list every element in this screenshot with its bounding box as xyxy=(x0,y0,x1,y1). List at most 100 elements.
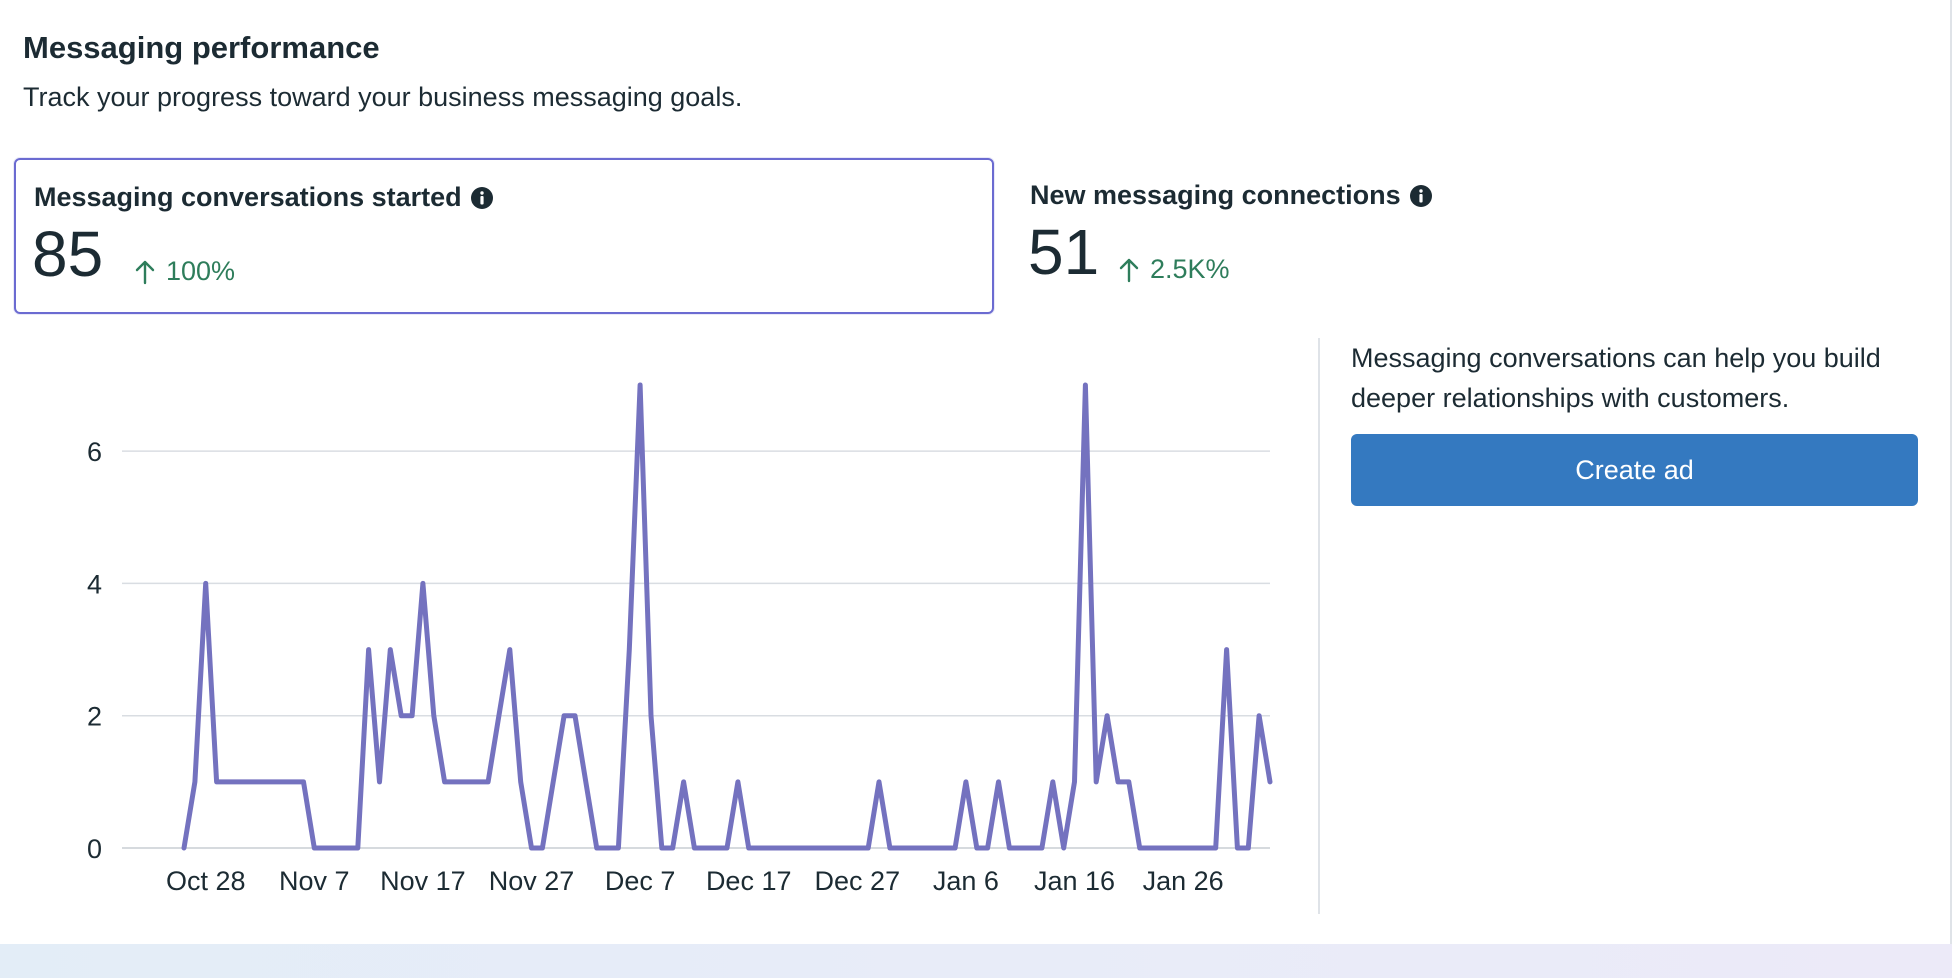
data-point[interactable] xyxy=(821,844,829,852)
data-point[interactable] xyxy=(386,646,394,654)
data-point[interactable] xyxy=(1212,844,1220,852)
data-point[interactable] xyxy=(462,778,470,786)
data-point[interactable] xyxy=(723,844,731,852)
data-point[interactable] xyxy=(734,778,742,786)
data-point[interactable] xyxy=(549,778,557,786)
data-point[interactable] xyxy=(973,844,981,852)
data-point[interactable] xyxy=(1157,844,1165,852)
data-point[interactable] xyxy=(571,712,579,720)
data-point[interactable] xyxy=(625,646,633,654)
data-point[interactable] xyxy=(278,778,286,786)
data-point[interactable] xyxy=(1179,844,1187,852)
data-point[interactable] xyxy=(908,844,916,852)
data-point[interactable] xyxy=(1147,844,1155,852)
data-point[interactable] xyxy=(745,844,753,852)
data-point[interactable] xyxy=(669,844,677,852)
data-point[interactable] xyxy=(756,844,764,852)
data-point[interactable] xyxy=(1103,712,1111,720)
info-icon[interactable] xyxy=(1409,184,1433,208)
series-line[interactable] xyxy=(181,382,1273,851)
data-point[interactable] xyxy=(1027,844,1035,852)
data-point[interactable] xyxy=(495,712,503,720)
data-point[interactable] xyxy=(1255,712,1263,720)
data-point[interactable] xyxy=(875,778,883,786)
data-point[interactable] xyxy=(984,844,992,852)
data-point[interactable] xyxy=(180,844,188,852)
data-point[interactable] xyxy=(321,844,329,852)
data-point[interactable] xyxy=(419,579,427,587)
data-point[interactable] xyxy=(1136,844,1144,852)
data-point[interactable] xyxy=(658,844,666,852)
data-point[interactable] xyxy=(430,712,438,720)
data-point[interactable] xyxy=(929,844,937,852)
data-point[interactable] xyxy=(289,778,297,786)
data-point[interactable] xyxy=(918,844,926,852)
data-point[interactable] xyxy=(636,381,644,389)
data-point[interactable] xyxy=(582,778,590,786)
data-point[interactable] xyxy=(701,844,709,852)
data-point[interactable] xyxy=(1233,844,1241,852)
data-point[interactable] xyxy=(354,844,362,852)
data-point[interactable] xyxy=(766,844,774,852)
data-point[interactable] xyxy=(528,844,536,852)
data-point[interactable] xyxy=(604,844,612,852)
data-point[interactable] xyxy=(1125,778,1133,786)
data-point[interactable] xyxy=(1060,844,1068,852)
data-point[interactable] xyxy=(842,844,850,852)
data-point[interactable] xyxy=(951,844,959,852)
data-point[interactable] xyxy=(1201,844,1209,852)
data-point[interactable] xyxy=(897,844,905,852)
data-point[interactable] xyxy=(245,778,253,786)
data-point[interactable] xyxy=(1266,778,1274,786)
data-point[interactable] xyxy=(452,778,460,786)
data-point[interactable] xyxy=(832,844,840,852)
metric-card-conversations-started[interactable]: Messaging conversations started 85 100% xyxy=(14,158,994,314)
data-point[interactable] xyxy=(1081,381,1089,389)
data-point[interactable] xyxy=(1005,844,1013,852)
data-point[interactable] xyxy=(1114,778,1122,786)
data-point[interactable] xyxy=(1016,844,1024,852)
data-point[interactable] xyxy=(560,712,568,720)
data-point[interactable] xyxy=(408,712,416,720)
data-point[interactable] xyxy=(853,844,861,852)
info-icon[interactable] xyxy=(470,186,494,210)
data-point[interactable] xyxy=(375,778,383,786)
data-point[interactable] xyxy=(680,778,688,786)
data-point[interactable] xyxy=(995,778,1003,786)
data-point[interactable] xyxy=(473,778,481,786)
create-ad-button[interactable]: Create ad xyxy=(1351,434,1918,506)
data-point[interactable] xyxy=(1223,646,1231,654)
data-point[interactable] xyxy=(647,712,655,720)
metric-card-new-connections[interactable]: New messaging connections 51 2.5K% xyxy=(1012,158,1572,314)
data-point[interactable] xyxy=(441,778,449,786)
data-point[interactable] xyxy=(1071,778,1079,786)
data-point[interactable] xyxy=(1049,778,1057,786)
data-point[interactable] xyxy=(234,778,242,786)
data-point[interactable] xyxy=(777,844,785,852)
data-point[interactable] xyxy=(1190,844,1198,852)
data-point[interactable] xyxy=(299,778,307,786)
data-point[interactable] xyxy=(343,844,351,852)
data-point[interactable] xyxy=(538,844,546,852)
data-point[interactable] xyxy=(397,712,405,720)
data-point[interactable] xyxy=(614,844,622,852)
data-point[interactable] xyxy=(267,778,275,786)
data-point[interactable] xyxy=(256,778,264,786)
data-point[interactable] xyxy=(886,844,894,852)
data-point[interactable] xyxy=(690,844,698,852)
data-point[interactable] xyxy=(213,778,221,786)
data-point[interactable] xyxy=(1092,778,1100,786)
data-point[interactable] xyxy=(712,844,720,852)
data-point[interactable] xyxy=(506,646,514,654)
data-point[interactable] xyxy=(332,844,340,852)
data-point[interactable] xyxy=(799,844,807,852)
data-point[interactable] xyxy=(1244,844,1252,852)
data-point[interactable] xyxy=(940,844,948,852)
data-point[interactable] xyxy=(810,844,818,852)
data-point[interactable] xyxy=(223,778,231,786)
data-point[interactable] xyxy=(517,778,525,786)
data-point[interactable] xyxy=(1038,844,1046,852)
data-point[interactable] xyxy=(202,579,210,587)
data-point[interactable] xyxy=(788,844,796,852)
data-point[interactable] xyxy=(962,778,970,786)
